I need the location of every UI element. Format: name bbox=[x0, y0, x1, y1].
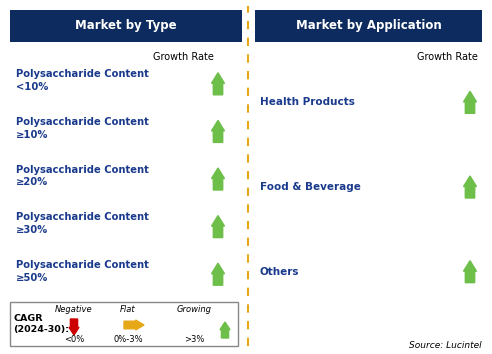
Text: >3%: >3% bbox=[184, 335, 204, 343]
FancyBboxPatch shape bbox=[10, 302, 238, 346]
Text: Negative: Negative bbox=[55, 304, 93, 314]
Text: Polysaccharide Content
≥10%: Polysaccharide Content ≥10% bbox=[16, 117, 149, 140]
Text: Polysaccharide Content
≥30%: Polysaccharide Content ≥30% bbox=[16, 212, 149, 235]
Text: Polysaccharide Content
≥50%: Polysaccharide Content ≥50% bbox=[16, 260, 149, 282]
Text: Others: Others bbox=[260, 267, 300, 277]
Polygon shape bbox=[124, 320, 144, 330]
Text: Flat: Flat bbox=[120, 304, 136, 314]
Text: 0%-3%: 0%-3% bbox=[113, 335, 143, 343]
Polygon shape bbox=[212, 216, 224, 238]
Text: Polysaccharide Content
<10%: Polysaccharide Content <10% bbox=[16, 69, 149, 92]
Text: Health Products: Health Products bbox=[260, 97, 355, 107]
Text: Market by Type: Market by Type bbox=[75, 19, 177, 33]
Text: CAGR
(2024-30):: CAGR (2024-30): bbox=[13, 314, 69, 334]
Text: Growing: Growing bbox=[177, 304, 212, 314]
FancyBboxPatch shape bbox=[10, 10, 242, 42]
Polygon shape bbox=[212, 263, 224, 285]
Text: Growth Rate: Growth Rate bbox=[153, 52, 214, 62]
Text: Food & Beverage: Food & Beverage bbox=[260, 182, 361, 192]
Polygon shape bbox=[212, 168, 224, 190]
Polygon shape bbox=[220, 322, 230, 338]
Text: <0%: <0% bbox=[64, 335, 84, 343]
Polygon shape bbox=[463, 176, 476, 198]
Polygon shape bbox=[212, 120, 224, 142]
Polygon shape bbox=[212, 73, 224, 95]
Text: Source: Lucintel: Source: Lucintel bbox=[409, 341, 482, 350]
Text: Polysaccharide Content
≥20%: Polysaccharide Content ≥20% bbox=[16, 165, 149, 187]
FancyBboxPatch shape bbox=[255, 10, 482, 42]
Text: Market by Application: Market by Application bbox=[296, 19, 441, 33]
Polygon shape bbox=[463, 91, 476, 113]
Polygon shape bbox=[69, 319, 79, 335]
Text: Growth Rate: Growth Rate bbox=[417, 52, 478, 62]
Polygon shape bbox=[463, 261, 476, 282]
